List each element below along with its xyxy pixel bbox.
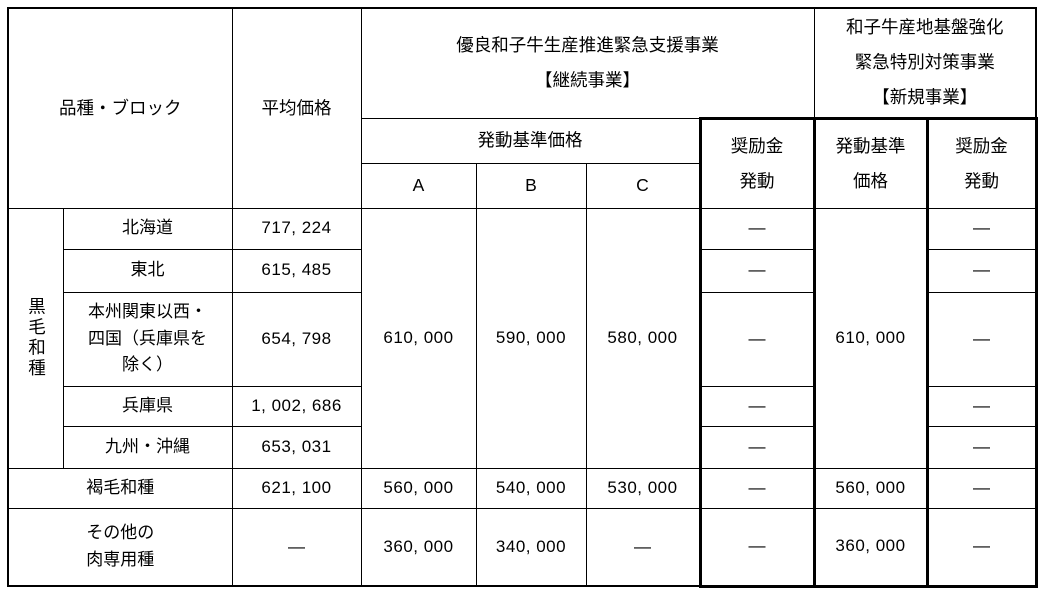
akage-trigger-new: 560, 000 [812,467,929,509]
incentive-new-tohoku: ― [925,248,1038,293]
incentive-new-honshu-shikoku: ― [925,291,1038,387]
breed-other-beef: その他の 肉専用種 [7,507,233,587]
incentive-cont-akage: ― [698,467,816,509]
avg-price-akage: 621, 100 [231,467,362,509]
header-incentive-new: 奨励金 発動 [925,116,1038,209]
akage-trigger-a: 560, 000 [360,467,477,509]
avg-price-tohoku: 615, 485 [231,248,362,293]
avg-price-kyushu-okinawa: 653, 031 [231,425,362,469]
header-program-continuing: 優良和子牛生産推進緊急支援事業 【継続事業】 [360,7,815,119]
header-incentive-continuing: 奨励金 発動 [698,116,816,209]
block-hyogo: 兵庫県 [62,385,233,427]
incentive-cont-hyogo: ― [698,385,816,427]
header-col-c: C [585,162,701,209]
avg-price-honshu-shikoku: 654, 798 [231,291,362,387]
incentive-cont-hokkaido: ― [698,207,816,250]
kuroge-trigger-b: 590, 000 [475,207,587,469]
kuroge-trigger-c: 580, 000 [585,207,701,469]
incentive-new-other: ― [925,507,1038,588]
avg-price-hyogo: 1, 002, 686 [231,385,362,427]
incentive-cont-other: ― [698,507,816,588]
kuroge-trigger-a: 610, 000 [360,207,477,469]
incentive-cont-honshu-shikoku: ― [698,291,816,387]
akage-trigger-c: 530, 000 [585,467,701,509]
incentive-new-kyushu-okinawa: ― [925,425,1038,469]
other-trigger-c: ― [585,507,701,587]
header-col-a: A [360,162,477,209]
block-tohoku: 東北 [62,248,233,293]
block-hokkaido: 北海道 [62,207,233,250]
breed-kuroge-washu: 黒毛和種 [7,207,64,469]
breed-akage-washu: 褐毛和種 [7,467,233,509]
kuroge-trigger-new: 610, 000 [812,207,929,469]
header-program-new: 和子牛産地基盤強化 緊急特別対策事業 【新規事業】 [813,7,1037,119]
header-col-b: B [475,162,587,209]
other-trigger-b: 340, 000 [475,507,587,587]
block-kyushu-okinawa: 九州・沖縄 [62,425,233,469]
incentive-cont-kyushu-okinawa: ― [698,425,816,469]
wagyu-price-table: 品種・ブロック 平均価格 優良和子牛生産推進緊急支援事業 【継続事業】 和子牛産… [7,7,1038,588]
other-trigger-a: 360, 000 [360,507,477,587]
header-average-price: 平均価格 [231,7,362,209]
header-trigger-price-new: 発動基準 価格 [812,116,929,209]
header-trigger-price: 発動基準価格 [360,117,701,164]
incentive-new-hokkaido: ― [925,207,1038,250]
incentive-cont-tohoku: ― [698,248,816,293]
incentive-new-hyogo: ― [925,385,1038,427]
block-honshu-shikoku: 本州関東以西・ 四国（兵庫県を 除く） [62,291,233,387]
header-breed-block: 品種・ブロック [7,7,233,209]
avg-price-hokkaido: 717, 224 [231,207,362,250]
avg-price-other: ― [231,507,362,587]
akage-trigger-b: 540, 000 [475,467,587,509]
incentive-new-akage: ― [925,467,1038,509]
other-trigger-new: 360, 000 [812,507,929,588]
